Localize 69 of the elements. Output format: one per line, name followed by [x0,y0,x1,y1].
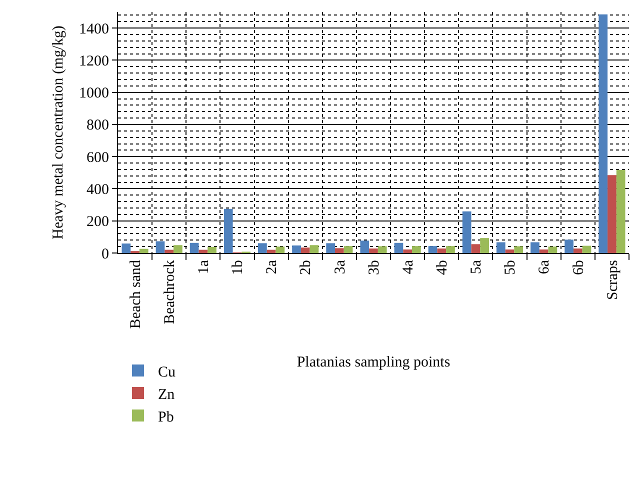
bar [369,248,378,253]
bar [496,242,506,253]
legend-label: Pb [158,409,174,426]
bar [258,243,267,253]
bar [326,243,335,253]
bar [564,240,574,253]
bar [446,246,455,253]
x-tick-label: 3a [332,260,348,274]
legend-label: Zn [158,386,176,403]
y-tick-label: 1400 [79,21,109,38]
bar [224,208,233,253]
y-tick-label: 400 [86,182,109,198]
bar [208,246,216,253]
x-tick-label: 2a [264,260,280,274]
bar [378,246,387,253]
x-tick-label: 1a [196,260,212,274]
bar [198,250,208,253]
bar [276,246,285,253]
bar [598,14,608,253]
y-axis-title: Heavy metal concentration (mg/kg) [50,26,66,240]
bar [608,175,616,253]
bar [514,246,524,253]
bar [412,246,421,253]
bar [616,170,626,253]
x-tick-label: 4b [434,260,451,275]
y-tick-label: 800 [86,118,109,134]
x-tick-label: 4a [400,260,416,274]
x-tick-label: 6a [536,260,553,274]
bar [344,246,353,253]
x-tick-label: Beachrock [162,260,178,324]
x-tick-label: 2b [298,260,314,275]
bar [428,246,438,253]
bar [394,242,404,253]
bar [360,240,370,253]
x-axis-title: Platanias sampling points [296,354,450,371]
bar [300,248,310,253]
bar [335,248,344,253]
x-tick-label: Scraps [604,260,621,300]
bar [122,244,131,253]
x-tick-label: 1b [230,260,246,275]
y-tick-label: 600 [86,150,109,166]
y-tick-label: 1200 [79,53,109,70]
bar [139,248,148,253]
bar [471,244,480,253]
bar [174,245,182,253]
bar [292,245,301,253]
bar [156,241,165,253]
bar [164,250,174,253]
bar [573,248,582,253]
y-tick-label: 1000 [79,86,109,102]
bar [190,242,199,253]
x-tick-label: 5a [468,260,485,274]
y-tick-label: 0 [102,246,109,262]
legend-label: Cu [158,364,176,380]
bar [403,249,412,253]
bar [530,242,540,253]
y-tick-label: 200 [86,214,109,230]
bar [548,246,558,253]
bar [462,211,472,253]
bar [582,246,592,253]
x-tick-label: 3b [366,260,382,275]
bar [310,245,319,253]
bar [480,238,489,253]
x-tick-label: 6b [570,260,587,275]
x-tick-label: Beach sand [128,260,144,329]
bar [539,249,548,253]
x-tick-label: 5b [502,260,519,275]
bar [437,248,446,253]
bar [505,249,514,253]
